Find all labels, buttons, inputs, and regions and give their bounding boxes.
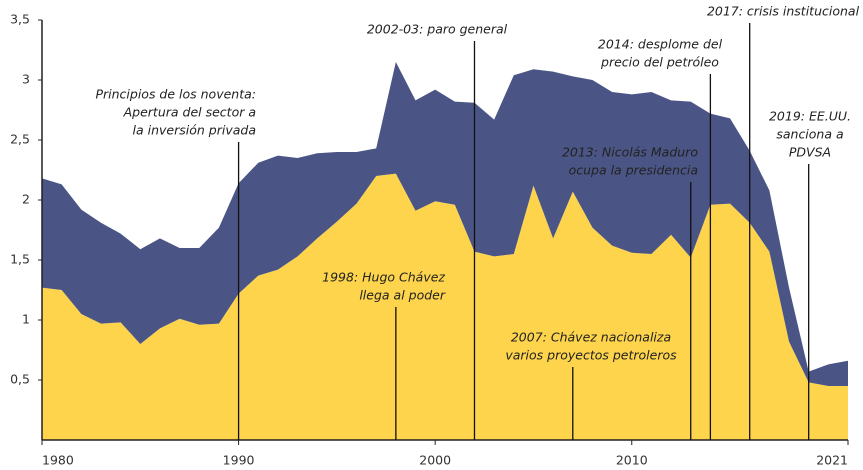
- y-tick-label: 1: [22, 312, 30, 327]
- annotation-text: PDVSA: [789, 145, 831, 160]
- x-tick-label: 2021: [816, 453, 848, 468]
- y-tick-label: 2,5: [10, 132, 30, 147]
- annotation-text: llega al poder: [359, 288, 446, 303]
- annotation-text: la inversión privada: [133, 123, 256, 138]
- y-tick-label: 3,5: [10, 12, 30, 27]
- annotation-text: 2002-03: paro general: [367, 22, 508, 37]
- x-tick-label: 2010: [616, 453, 648, 468]
- area: [42, 62, 848, 386]
- annotation-text: Apertura del sector a: [123, 105, 256, 120]
- annotation-text: 2019: EE.UU.: [769, 109, 851, 124]
- annotation-text: sanciona a: [776, 127, 843, 142]
- annotation-text: 2013: Nicolás Maduro: [562, 145, 698, 160]
- y-tick-label: 2: [22, 192, 30, 207]
- y-tick-label: 0,5: [10, 372, 30, 387]
- annotation-text: 2017: crisis institucional: [707, 4, 860, 19]
- area: [42, 173, 848, 440]
- annotation-text: 2007: Chávez nacionaliza: [511, 330, 671, 345]
- x-tick-label: 2000: [419, 453, 451, 468]
- annotation-text: varios proyectos petroleros: [505, 348, 677, 363]
- y-tick-label: 1,5: [10, 252, 30, 267]
- x-tick-label: 1990: [223, 453, 255, 468]
- annotation-text: Principios de los noventa:: [95, 87, 256, 102]
- y-tick-label: 3: [22, 72, 30, 87]
- x-tick-label: 1980: [42, 453, 74, 468]
- annotation-text: precio del petróleo: [600, 55, 719, 70]
- annotation-text: 2014: desplome del: [598, 37, 723, 52]
- annotation-text: ocupa la presidencia: [569, 163, 698, 178]
- annotation-text: 1998: Hugo Chávez: [322, 270, 445, 285]
